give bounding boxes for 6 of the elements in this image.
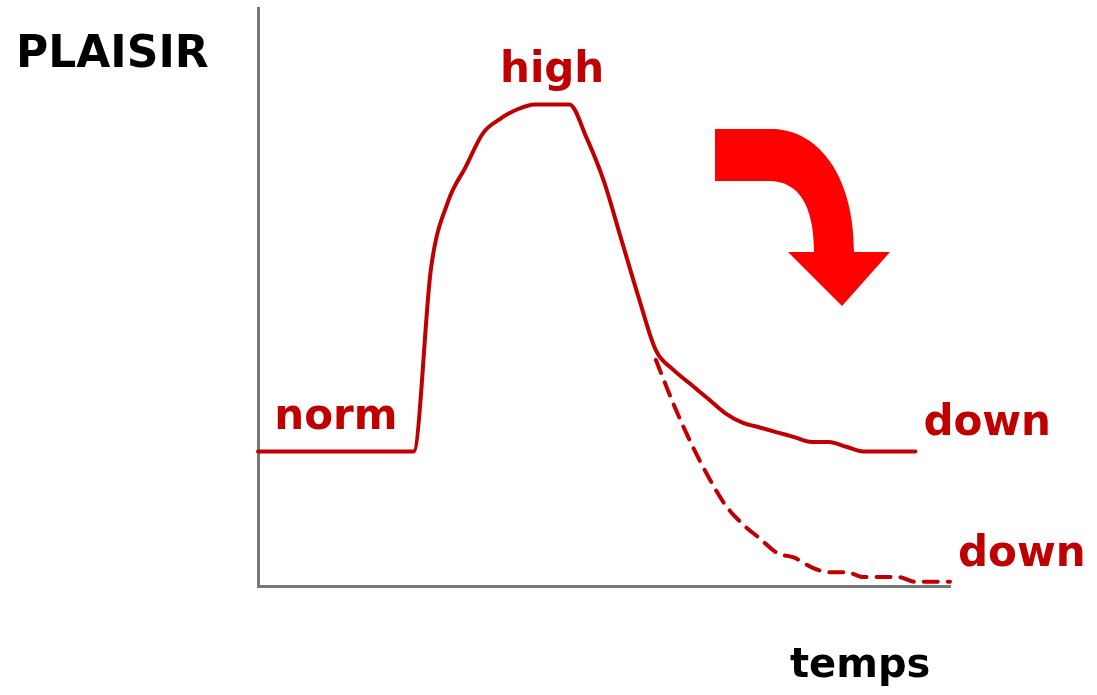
annotation: high: [499, 43, 605, 93]
series-label: down: [958, 526, 1086, 576]
y-axis-title: PLAISIR: [16, 26, 209, 77]
x-axis-title: temps: [790, 640, 931, 686]
series-label: down: [923, 396, 1052, 446]
annotation: norm: [274, 390, 398, 440]
